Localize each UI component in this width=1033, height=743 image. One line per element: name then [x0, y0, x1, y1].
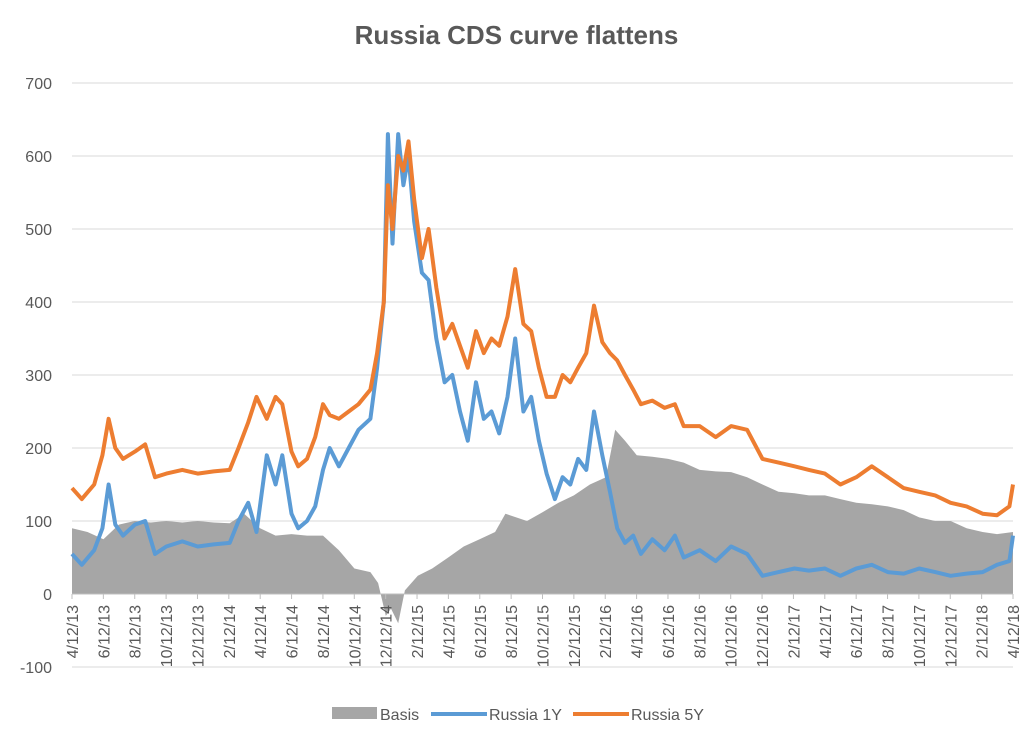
x-tick-label: 8/12/17	[881, 605, 898, 658]
x-tick-label: 10/12/14	[347, 605, 364, 667]
x-tick-label: 4/12/18	[1006, 605, 1023, 658]
x-tick-label: 12/12/16	[755, 605, 772, 667]
y-tick-label: 200	[25, 441, 52, 458]
x-tick-label: 6/12/14	[285, 605, 302, 658]
y-tick-label: 100	[25, 514, 52, 531]
x-tick-label: 2/12/16	[598, 605, 615, 658]
x-tick-label: 12/12/17	[943, 605, 960, 667]
series-line-russia-5y	[70, 139, 1015, 518]
x-tick-label: 2/12/15	[410, 605, 427, 658]
x-tick-label: 6/12/16	[661, 605, 678, 658]
legend-label-basis: Basis	[380, 707, 419, 724]
y-tick-label: -100	[20, 660, 52, 677]
x-tick-label: 2/12/18	[975, 605, 992, 658]
legend-label-russia-5y: Russia 5Y	[631, 707, 704, 724]
x-tick-label: 4/12/14	[253, 605, 270, 658]
x-tick-label: 8/12/14	[316, 605, 333, 658]
x-tick-label: 6/12/13	[96, 605, 113, 658]
x-tick-label: 4/12/16	[630, 605, 647, 658]
y-tick-label: 300	[25, 368, 52, 385]
y-tick-label: 700	[25, 76, 52, 93]
y-tick-label: 600	[25, 149, 52, 166]
x-tick-label: 2/12/14	[222, 605, 239, 658]
x-tick-label: 8/12/15	[504, 605, 521, 658]
y-tick-label: 500	[25, 222, 52, 239]
legend-label-russia-1y: Russia 1Y	[489, 707, 562, 724]
x-tick-label: 6/12/15	[473, 605, 490, 658]
x-tick-label: 10/12/17	[912, 605, 929, 667]
series-line-russia-1y	[70, 132, 1015, 578]
y-tick-label: 0	[43, 587, 52, 604]
x-tick-label: 10/12/16	[724, 605, 741, 667]
x-tick-label: 4/12/17	[818, 605, 835, 658]
x-tick-label: 12/12/13	[190, 605, 207, 667]
x-tick-label: 8/12/13	[128, 605, 145, 658]
y-tick-label: 400	[25, 295, 52, 312]
x-tick-label: 6/12/17	[849, 605, 866, 658]
x-tick-label: 10/12/15	[536, 605, 553, 667]
x-tick-label: 10/12/13	[159, 605, 176, 667]
legend-swatch-basis	[332, 707, 377, 719]
chart-title: Russia CDS curve flattens	[354, 20, 679, 50]
x-tick-label: 12/12/14	[379, 605, 396, 667]
series-area-basis	[72, 429, 1013, 624]
x-tick-label: 4/12/15	[441, 605, 458, 658]
x-tick-label: 12/12/15	[567, 605, 584, 667]
x-tick-label: 8/12/16	[692, 605, 709, 658]
x-tick-label: 4/12/13	[65, 605, 82, 658]
x-tick-label: 2/12/17	[786, 605, 803, 658]
